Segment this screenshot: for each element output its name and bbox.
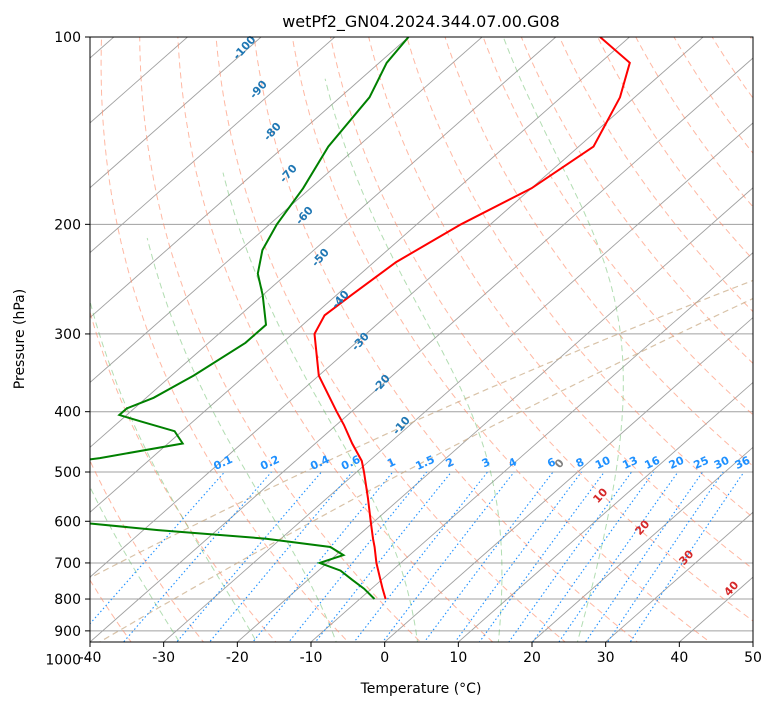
dry-adiabat-line (100, 37, 349, 642)
chart-title: wetPf2_GN04.2024.344.07.00.G08 (282, 12, 560, 32)
mixing-ratio-label: 10 (593, 454, 613, 472)
profiles (90, 37, 631, 600)
mixing-ratio-line (122, 471, 272, 642)
mixing-ratio-line (607, 471, 724, 642)
dry-adiabat-line (368, 37, 753, 570)
isotherm-line (310, 252, 753, 642)
isotherm-line (236, 187, 753, 642)
isotherm-line (531, 446, 753, 642)
y-tick-label: 100 (54, 30, 81, 46)
y-tick-label: 800 (54, 592, 81, 608)
mixing-ratio-line (208, 471, 353, 642)
y-tick-label: 300 (54, 327, 81, 343)
x-tick-label: -10 (300, 650, 323, 666)
isotherm-line (457, 381, 753, 642)
isotherm-line (90, 37, 631, 513)
dry-adiabat-line (482, 37, 753, 416)
mixing-ratio-line (423, 471, 554, 642)
dry-adiabat-line (253, 37, 639, 642)
dry-adiabat-line (406, 37, 753, 519)
x-tick-label: 10 (449, 650, 467, 666)
temperature-profile-line (313, 37, 631, 600)
mixing-ratio-line (508, 471, 633, 642)
x-tick-label: 50 (744, 650, 762, 666)
axes: -40 -30 -20 -10 0 10 20 30 40 50 100 200 300 400 500 60… (45, 30, 762, 668)
isotherm-line (604, 511, 753, 642)
mixing-ratio-label: 25 (691, 454, 710, 472)
dry-adiabat-line (444, 37, 753, 467)
y-tick-label: 200 (54, 217, 81, 233)
mixing-ratio-line (252, 471, 394, 642)
isotherm-line (90, 37, 483, 384)
x-tick-label: -20 (226, 650, 249, 666)
mixing-ratio-line (176, 471, 322, 642)
isotherm-line (90, 57, 753, 642)
mixing-ratio-label: 20 (667, 454, 687, 472)
mixing-ratio-line (288, 471, 428, 642)
isotherm-line (383, 316, 753, 642)
mixing-ratio-label: 36 (733, 454, 753, 472)
dry-adiabat-line (215, 37, 566, 642)
dry-adiabat-line (597, 37, 753, 261)
background-lines (90, 37, 753, 642)
y-tick-label: 600 (54, 514, 81, 530)
x-tick-label: -40 (79, 650, 102, 666)
mixing-ratio-label: 30 (712, 454, 732, 472)
dry-adiabat-line (177, 37, 494, 642)
isotherm-line (90, 37, 336, 254)
y-axis-label: Pressure (hPa) (12, 289, 28, 389)
dry-adiabat-line (90, 310, 277, 642)
dewpoint-profile-line (90, 37, 410, 600)
moist-adiabat-line (90, 299, 258, 642)
dry-adiabat-line (558, 37, 753, 313)
x-tick-label: 20 (523, 650, 541, 666)
moist-adiabat-line (502, 37, 624, 642)
reference-curve-line (90, 279, 753, 579)
x-axis-label: Temperature (°C) (360, 681, 482, 697)
isotherm-line (90, 37, 262, 189)
x-tick-label: 30 (597, 650, 615, 666)
dry-adiabat-line (139, 37, 422, 642)
dry-adiabat-line (291, 37, 711, 642)
moist-adiabat-line (146, 237, 337, 642)
x-tick-label: 40 (670, 650, 688, 666)
mixing-ratio-line (314, 471, 452, 642)
mixing-ratio-line (454, 471, 582, 642)
reference-curve-line (98, 297, 753, 642)
y-tick-label: 900 (54, 624, 81, 640)
isotherm-line (90, 37, 704, 578)
plot-frame (89, 36, 754, 643)
isotherm-line (162, 122, 753, 642)
mixing-ratio-label: 16 (643, 454, 663, 472)
dry-adiabat-line (330, 37, 753, 622)
x-tick-label: 0 (380, 650, 389, 666)
isotherm-line (90, 37, 557, 448)
dry-adiabat-line (520, 37, 753, 364)
mixing-ratio-line (584, 471, 704, 642)
isotherm-line (90, 37, 410, 319)
moist-adiabat-line (222, 172, 419, 642)
y-tick-label: 400 (54, 405, 81, 421)
mixing-ratio-line (478, 471, 605, 642)
dry-adiabat-line (635, 37, 753, 208)
y-tick-label: 700 (54, 556, 81, 572)
y-tick-label: 500 (54, 465, 81, 481)
mixing-ratio-label: 13 (620, 454, 639, 472)
y-tick-label: 1000 (45, 652, 81, 668)
x-tick-label: -30 (152, 650, 175, 666)
mixing-ratio-line (629, 471, 745, 642)
